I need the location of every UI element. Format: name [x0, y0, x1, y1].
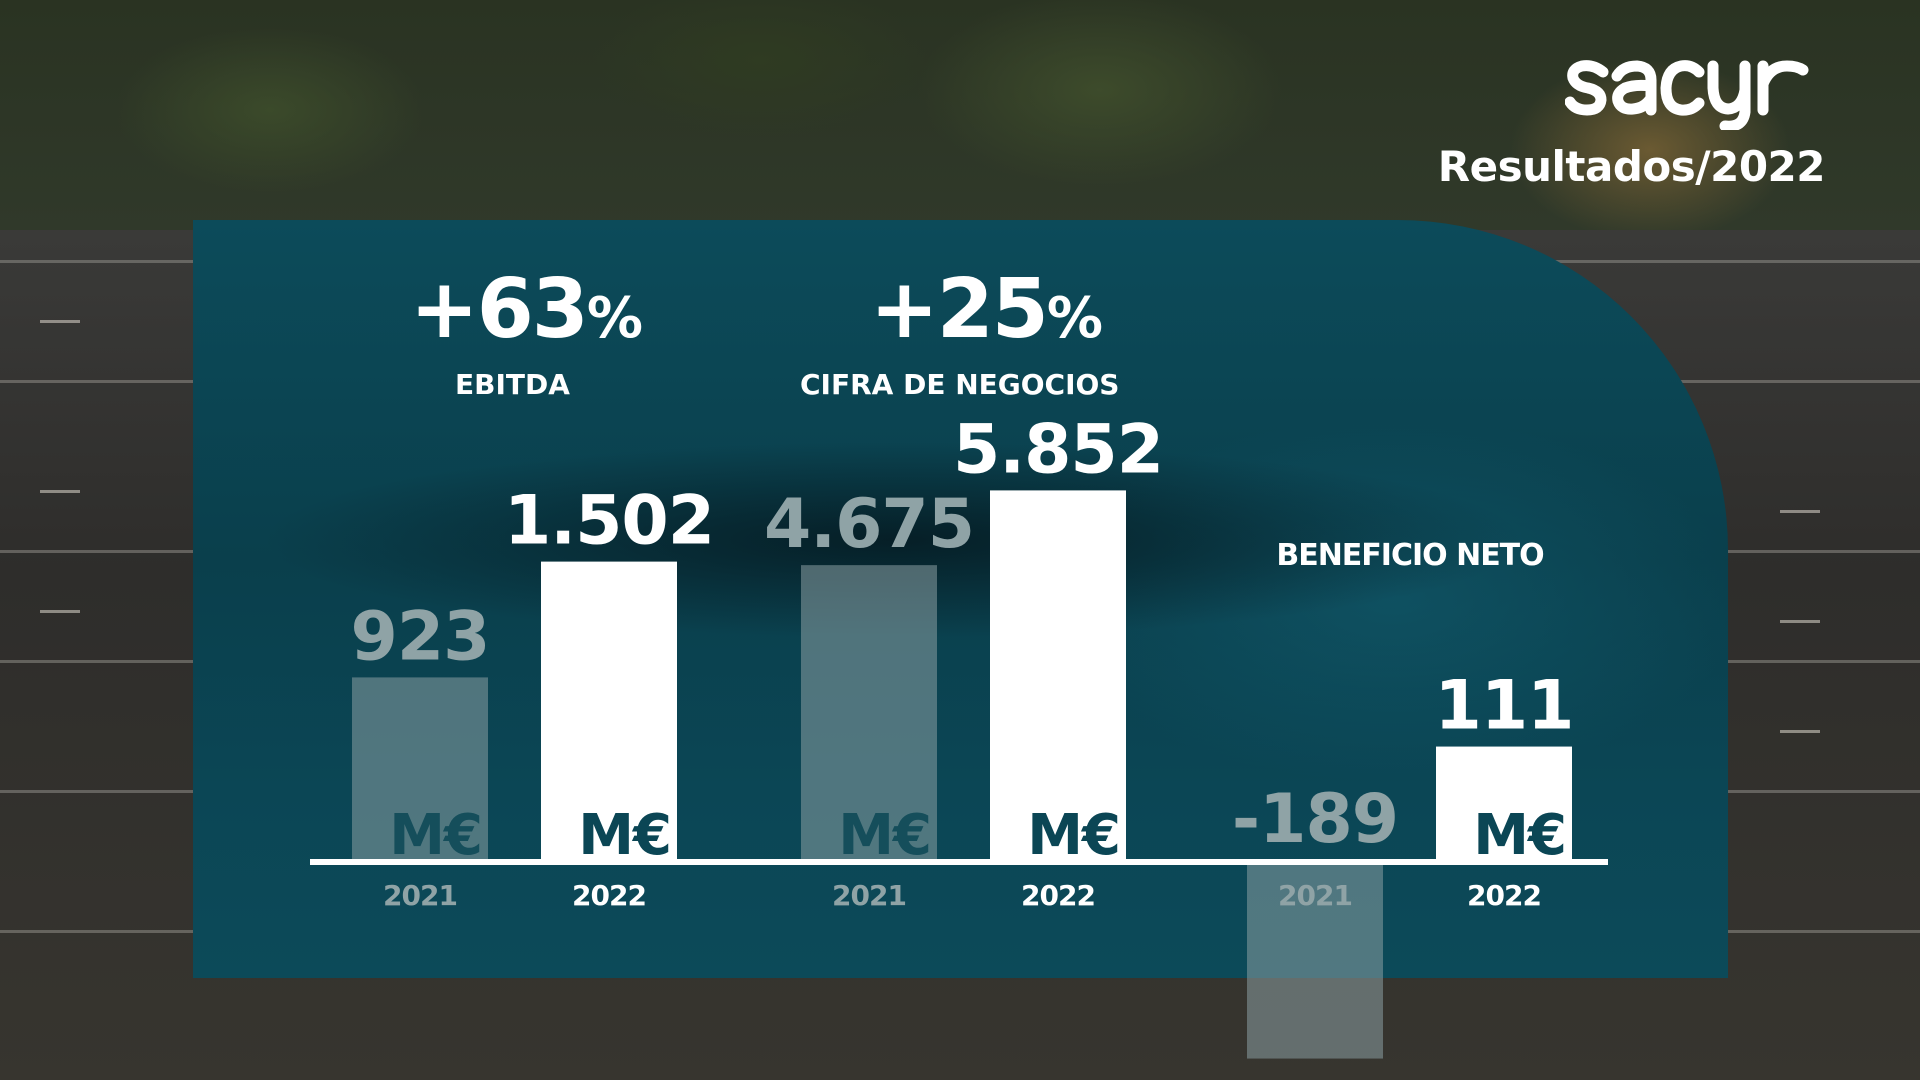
- value-label-2-2022: 5.852: [953, 410, 1163, 489]
- year-label-1-2022: 2022: [572, 879, 646, 912]
- ebitda-growth-unit: %: [586, 286, 643, 351]
- year-label-1-2021: 2021: [383, 879, 457, 912]
- year-label-2-2022: 2022: [1021, 879, 1095, 912]
- year-label-2-2021: 2021: [832, 879, 906, 912]
- year-label-3-2021: 2021: [1278, 879, 1352, 912]
- revenue-growth-value: +25: [870, 262, 1049, 357]
- year-label-3-2022: 2022: [1467, 879, 1541, 912]
- group-title-3: BENEFICIO NETO: [1276, 538, 1543, 573]
- value-label-3-2021: -189: [1232, 780, 1398, 859]
- unit-label-3-2022: M€: [1473, 803, 1566, 868]
- bar-1-2022: [541, 561, 677, 862]
- bar-3-2021: [1247, 862, 1383, 1059]
- ebitda-growth: +63%: [410, 262, 643, 357]
- value-label-1-2021: 923: [351, 597, 490, 676]
- bar-2-2021: [801, 565, 937, 862]
- unit-label-2-2022: M€: [1027, 803, 1120, 868]
- sacyr-logo: [1565, 60, 1809, 130]
- report-subtitle: Resultados/2022: [1437, 142, 1826, 191]
- trees-area: [0, 0, 1920, 230]
- ebitda-label: EBITDA: [455, 368, 570, 401]
- value-label-2-2021: 4.675: [764, 485, 974, 564]
- bar-3-2022: [1436, 746, 1572, 862]
- unit-label-2-2021: M€: [838, 803, 931, 868]
- bar-2-2022: [990, 490, 1126, 862]
- revenue-label: CIFRA DE NEGOCIOS: [800, 368, 1120, 401]
- unit-label-1-2021: M€: [389, 803, 482, 868]
- bar-1-2021: [352, 677, 488, 862]
- revenue-growth-unit: %: [1046, 286, 1103, 351]
- unit-label-1-2022: M€: [578, 803, 671, 868]
- revenue-growth: +25%: [870, 262, 1103, 357]
- ebitda-growth-value: +63: [410, 262, 589, 357]
- value-label-1-2022: 1.502: [504, 482, 714, 561]
- value-label-3-2022: 111: [1435, 667, 1574, 746]
